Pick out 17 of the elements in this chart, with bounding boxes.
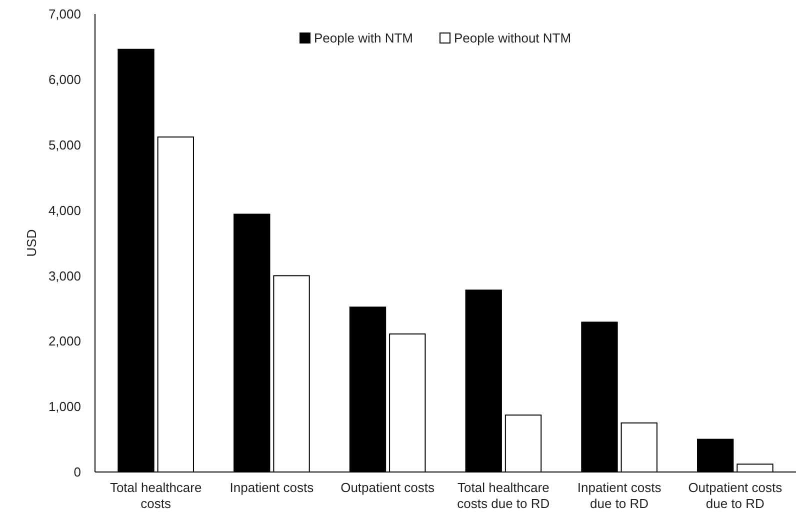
x-tick-label: Outpatient costs due to RD — [688, 480, 783, 511]
y-tick-label: 4,000 — [48, 202, 81, 218]
y-tick-label: 2,000 — [48, 334, 81, 349]
y-tick-label: 3,000 — [48, 268, 81, 284]
legend-label: People without NTM — [454, 30, 572, 46]
y-tick-label: 7,000 — [48, 6, 81, 22]
y-axis-title: USD — [24, 229, 39, 257]
x-tick-label: Total healthcare costs due to RD — [457, 480, 550, 511]
y-tick-label: 1,000 — [48, 399, 81, 414]
y-tick-label: 6,000 — [48, 72, 81, 87]
x-tick-label: Inpatient costs — [230, 480, 314, 495]
legend-label: People with NTM — [314, 30, 413, 46]
x-tick-label: Total healthcare costs — [110, 480, 202, 511]
y-tick-label: 0 — [74, 464, 81, 480]
x-tick-label: Inpatient costs due to RD — [577, 480, 662, 511]
x-tick-label: Outpatient costs — [340, 480, 436, 495]
y-tick-label: 5,000 — [48, 137, 81, 152]
